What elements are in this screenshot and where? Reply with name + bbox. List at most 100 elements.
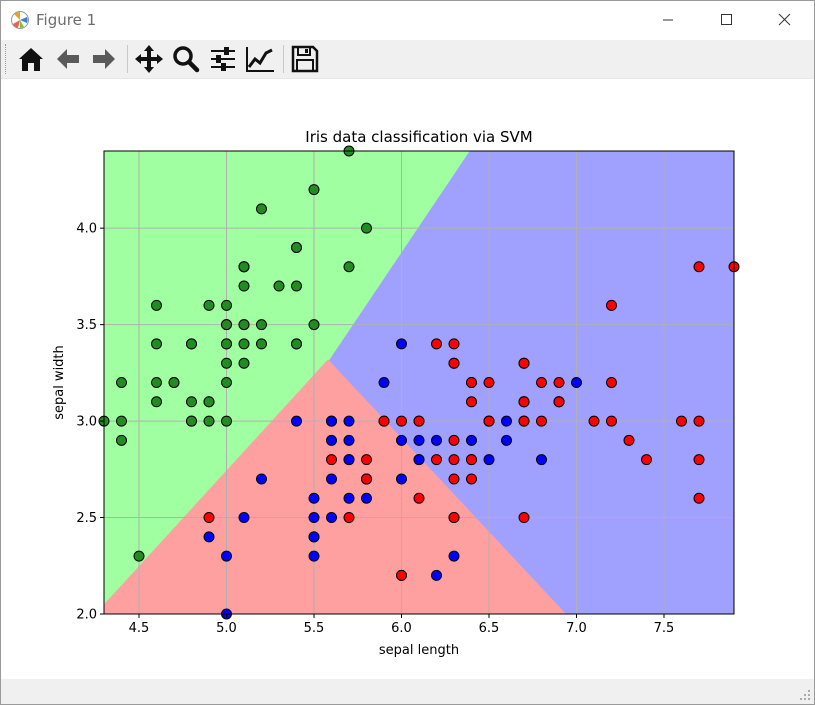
maximize-button[interactable] <box>703 5 749 35</box>
line-chart-icon <box>246 47 274 72</box>
data-point-virginica <box>588 415 600 427</box>
data-point-virginica <box>361 454 372 466</box>
data-point-setosa <box>273 280 285 292</box>
data-point-versicolor <box>361 492 372 504</box>
data-point-setosa <box>256 319 267 331</box>
chart-title: Iris data classification via SVM <box>305 128 532 146</box>
data-point-virginica <box>466 396 477 408</box>
arrow-right-icon <box>93 49 115 69</box>
save-button[interactable] <box>289 43 321 75</box>
data-point-virginica <box>448 434 460 446</box>
data-point-versicolor <box>221 550 232 562</box>
data-point-versicolor <box>466 434 477 446</box>
forward-button[interactable] <box>88 43 120 75</box>
x-tick-label: 5.0 <box>216 621 237 636</box>
data-point-versicolor <box>396 434 407 446</box>
home-button[interactable] <box>15 43 47 75</box>
data-point-setosa <box>308 184 320 196</box>
region-setosa <box>104 151 470 614</box>
data-point-virginica <box>553 396 565 408</box>
data-point-virginica <box>693 492 705 504</box>
sliders-icon <box>211 47 235 71</box>
arrow-left-icon <box>57 49 79 69</box>
data-point-virginica <box>396 415 407 427</box>
data-point-virginica <box>693 261 705 273</box>
data-point-setosa <box>238 338 250 350</box>
data-point-setosa <box>221 338 232 350</box>
data-point-virginica <box>448 338 460 350</box>
data-point-setosa <box>203 415 215 427</box>
data-point-virginica <box>413 415 425 427</box>
data-point-setosa <box>238 357 250 369</box>
data-point-setosa <box>361 222 372 234</box>
data-point-setosa <box>116 377 127 388</box>
home-icon <box>19 48 43 71</box>
status-bar <box>1 679 814 704</box>
y-tick-label: 4.0 <box>76 222 97 237</box>
data-point-virginica <box>676 415 687 427</box>
data-point-virginica <box>378 415 390 427</box>
y-tick-label: 3.5 <box>76 318 97 333</box>
data-point-virginica <box>361 473 372 485</box>
x-axis-label: sepal length <box>379 643 459 658</box>
data-point-virginica <box>466 377 477 388</box>
y-axis-ticks: 2.0 2.5 3.0 3.5 4.0 <box>76 222 104 623</box>
data-point-setosa <box>238 280 250 292</box>
data-points <box>98 145 740 620</box>
x-tick-label: 7.5 <box>654 621 675 636</box>
y-tick-label: 3.0 <box>76 415 97 430</box>
data-point-virginica <box>518 357 530 369</box>
data-point-virginica <box>326 454 337 466</box>
y-tick-label: 2.0 <box>76 608 97 623</box>
minimize-button[interactable] <box>645 5 691 35</box>
zoom-button[interactable] <box>170 43 202 75</box>
data-point-virginica <box>693 415 705 427</box>
figure-canvas[interactable]: 4.5 5.0 5.5 6.0 6.5 7.0 7.5 2.0 2.5 3.0 3.5 4.0 Ir… <box>1 79 814 679</box>
data-point-setosa <box>116 415 127 427</box>
data-point-versicolor <box>291 415 302 427</box>
data-point-setosa <box>203 299 215 311</box>
maximize-icon <box>721 14 732 25</box>
data-point-virginica <box>536 377 547 388</box>
magnifier-icon <box>173 46 200 73</box>
data-point-virginica <box>483 377 495 388</box>
toolbar-separator <box>283 45 284 73</box>
data-point-versicolor <box>308 550 320 562</box>
data-point-versicolor <box>238 512 250 524</box>
axes-button[interactable] <box>244 43 276 75</box>
data-point-setosa <box>221 299 232 311</box>
data-point-virginica <box>536 415 547 427</box>
window-title: Figure 1 <box>36 11 97 29</box>
data-point-setosa <box>186 338 197 350</box>
x-tick-label: 6.5 <box>479 621 500 636</box>
data-point-versicolor <box>536 454 547 466</box>
data-point-versicolor <box>413 454 425 466</box>
data-point-setosa <box>308 319 320 331</box>
back-button[interactable] <box>52 43 84 75</box>
resize-grip-icon[interactable] <box>799 689 811 701</box>
data-point-setosa <box>151 377 162 388</box>
data-point-virginica <box>606 377 617 388</box>
data-point-virginica <box>693 454 705 466</box>
pan-button[interactable] <box>133 43 165 75</box>
data-point-versicolor <box>431 569 442 581</box>
data-point-setosa <box>291 338 302 350</box>
close-button[interactable] <box>761 5 807 35</box>
data-point-versicolor <box>501 415 512 427</box>
data-point-setosa <box>291 280 302 292</box>
data-point-versicolor <box>378 377 390 388</box>
floppy-disk-icon <box>291 45 319 73</box>
data-point-setosa <box>343 261 355 273</box>
data-point-setosa <box>133 550 145 562</box>
data-point-setosa <box>168 377 180 388</box>
data-point-versicolor <box>448 550 460 562</box>
x-tick-label: 7.0 <box>566 621 587 636</box>
data-point-virginica <box>483 415 495 427</box>
data-point-versicolor <box>256 473 267 485</box>
data-point-versicolor <box>431 434 442 446</box>
data-point-setosa <box>238 319 250 331</box>
subplots-button[interactable] <box>207 43 239 75</box>
x-axis-ticks: 4.5 5.0 5.5 6.0 6.5 7.0 7.5 <box>129 614 675 636</box>
data-point-setosa <box>186 396 197 408</box>
data-point-setosa <box>256 203 267 215</box>
